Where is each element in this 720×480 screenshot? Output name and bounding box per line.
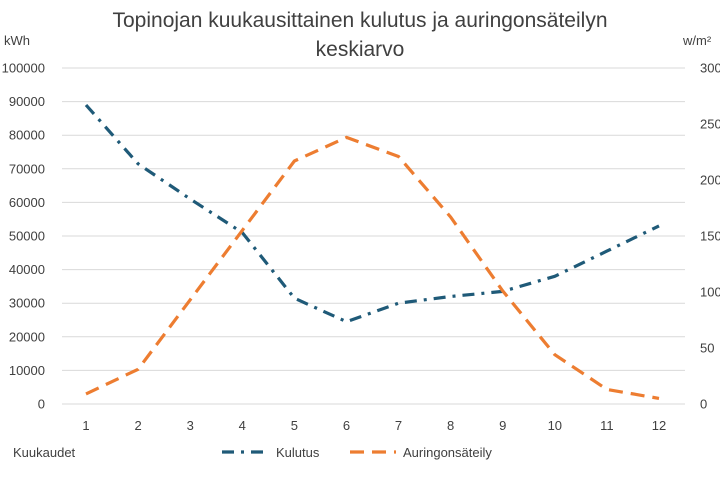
left-axis-unit: kWh <box>4 33 30 48</box>
gridlines <box>62 67 685 405</box>
x-tick-label: 5 <box>291 418 298 433</box>
y-left-tick-label: 20000 <box>9 329 45 344</box>
y-left-tick-label: 90000 <box>9 94 45 109</box>
y-right-tick-label: 50 <box>700 341 714 356</box>
y-right-tick-label: 0 <box>700 397 707 412</box>
legend-label-2: Auringonsäteily <box>403 445 492 460</box>
x-tick-label: 1 <box>82 418 89 433</box>
y-left-tick-label: 80000 <box>9 128 45 143</box>
y-left-tick-label: 0 <box>38 397 45 412</box>
y-left-tick-label: 10000 <box>9 363 45 378</box>
x-tick-label: 11 <box>600 418 614 433</box>
x-axis-label: Kuukaudet <box>13 445 76 460</box>
x-tick-label: 10 <box>548 418 562 433</box>
series-line-1 <box>84 103 660 324</box>
y-left-tick-label: 100000 <box>2 61 45 76</box>
x-tick-label: 8 <box>447 418 454 433</box>
y-right-tick-label: 300 <box>700 61 720 76</box>
x-tick-label: 4 <box>239 418 246 433</box>
x-tick-label: 3 <box>187 418 194 433</box>
chart-title-line-2: keskiarvo <box>316 38 405 61</box>
right-axis-unit: w/m² <box>682 33 712 48</box>
legend: Kulutus Auringonsäteily <box>222 445 492 460</box>
x-tick-label: 9 <box>499 418 506 433</box>
x-tick-label: 2 <box>134 418 141 433</box>
series-line-2 <box>85 135 660 400</box>
x-tick-label: 6 <box>343 418 350 433</box>
x-tick-label: 12 <box>652 418 666 433</box>
y-left-tick-label: 70000 <box>9 161 45 176</box>
y-right-tick-label: 200 <box>700 173 720 188</box>
chart-title-line-1: Topinojan kuukausittainen kulutus ja aur… <box>113 9 608 32</box>
tick-labels: 0 10000 20000 30000 40000 50000 60000 70000 8000… <box>2 61 720 434</box>
series-lines <box>84 103 660 400</box>
y-left-tick-label: 60000 <box>9 195 45 210</box>
y-left-tick-label: 40000 <box>9 262 45 277</box>
x-tick-label: 7 <box>395 418 402 433</box>
y-right-tick-label: 150 <box>700 229 720 244</box>
y-left-tick-label: 30000 <box>9 296 45 311</box>
legend-label-1: Kulutus <box>276 445 320 460</box>
y-right-tick-label: 250 <box>700 117 720 132</box>
y-right-tick-label: 100 <box>700 285 720 300</box>
y-left-tick-label: 50000 <box>9 229 45 244</box>
